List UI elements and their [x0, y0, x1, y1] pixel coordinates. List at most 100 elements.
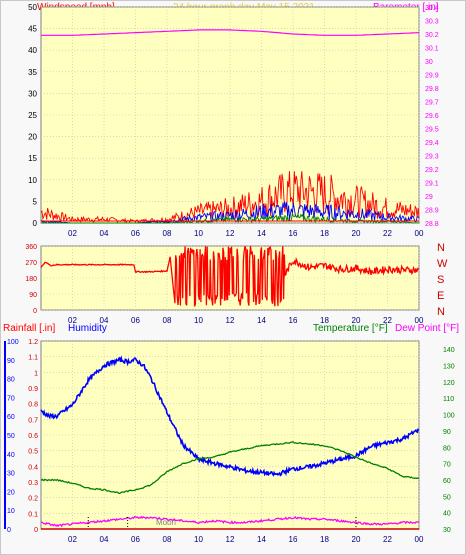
moon-annotation: Moon	[156, 518, 176, 527]
direction-panel-x-tick-label: 06	[131, 316, 140, 325]
barometer-tick-label: 28.9	[425, 208, 439, 215]
compass-direction-label: N	[437, 306, 445, 318]
windspeed-tick-label: 50	[28, 3, 37, 12]
climate-panel-x-tick-label: 08	[163, 535, 172, 544]
wind-panel-x-tick-label: 00	[415, 229, 424, 238]
rainfall-tick-label: 0.8	[28, 402, 38, 409]
temperature-tick-label: 140	[443, 347, 455, 354]
windspeed-tick-label: 20	[28, 133, 37, 142]
temperature-tick-label: 130	[443, 364, 455, 371]
humidity-axis-title: Humidity	[68, 323, 107, 334]
wind-panel-x-tick-label: 14	[257, 229, 266, 238]
wind-low-series-line	[41, 212, 420, 224]
dew-point-series-line	[40, 515, 420, 528]
wind-panel-x-tick-label: 12	[226, 229, 235, 238]
humidity-tick-label: 20	[7, 489, 15, 496]
windspeed-tick-label: 30	[28, 89, 37, 98]
direction-panel-x-tick-label: 02	[68, 316, 77, 325]
rainfall-tick-label: 1.2	[28, 339, 38, 346]
wind-direction-series-line	[40, 246, 419, 307]
barometer-tick-label: 30.1	[425, 46, 439, 53]
direction-panel-x-tick-label: 22	[383, 316, 392, 325]
direction-panel-x-tick-label: 00	[415, 316, 424, 325]
temperature-tick-label: 50	[443, 494, 451, 501]
barometer-tick-label: 29.7	[425, 100, 439, 107]
climate-panel-x-tick-label: 10	[194, 535, 203, 544]
temperature-series-line	[40, 440, 420, 495]
rainfall-tick-label: 0.2	[28, 496, 38, 503]
temperature-tick-label: 100	[443, 413, 455, 420]
direction-panel-x-tick-label: 14	[257, 316, 266, 325]
wind-panel-x-tick-label: 22	[383, 229, 392, 238]
rainfall-tick-label: 0.3	[28, 480, 38, 487]
compass-direction-label: S	[437, 274, 444, 286]
humidity-tick-label: 30	[7, 471, 15, 478]
barometer-tick-label: 29.3	[425, 154, 439, 161]
direction-panel-x-tick-label: 10	[194, 316, 203, 325]
direction-degree-tick-label: 180	[25, 276, 37, 283]
temperature-tick-label: 30	[443, 527, 451, 534]
wind-panel-x-tick-label: 08	[163, 229, 172, 238]
humidity-tick-label: 60	[7, 414, 15, 421]
wind-panel-x-tick-label: 18	[320, 229, 329, 238]
climate-panel-x-tick-label: 04	[100, 535, 109, 544]
barometer-tick-label: 29.1	[425, 181, 439, 188]
humidity-tick-label: 10	[7, 508, 15, 515]
climate-panel-x-tick-label: 12	[226, 535, 235, 544]
windspeed-tick-label: 25	[28, 111, 37, 120]
temperature-axis-title: Temperature [°F]	[313, 323, 388, 334]
climate-panel-x-tick-label: 18	[320, 535, 329, 544]
barometer-tick-label: 29.4	[425, 140, 439, 147]
windspeed-tick-label: 40	[28, 46, 37, 55]
windspeed-tick-label: 0	[33, 219, 38, 228]
rainfall-tick-label: 1.1	[28, 355, 38, 362]
compass-direction-label: N	[437, 242, 445, 254]
direction-panel-x-tick-label: 04	[100, 316, 109, 325]
wind-panel-x-tick-label: 02	[68, 229, 77, 238]
barometer-tick-label: 29.2	[425, 167, 439, 174]
humidity-tick-label: 40	[7, 452, 15, 459]
barometer-tick-label: 30	[425, 59, 433, 66]
compass-direction-label: W	[437, 258, 448, 270]
barometer-tick-label: 30.4	[425, 5, 439, 12]
climate-panel-x-tick-label: 06	[131, 535, 140, 544]
rainfall-tick-label: 0.6	[28, 433, 38, 440]
windspeed-tick-label: 15	[28, 154, 37, 163]
humidity-tick-label: 0	[7, 527, 11, 534]
wind-panel-x-tick-label: 16	[289, 229, 298, 238]
barometer-tick-label: 29.5	[425, 127, 439, 134]
rainfall-tick-label: 0	[34, 527, 38, 534]
direction-degree-tick-label: 360	[25, 244, 37, 251]
barometer-tick-label: 29.8	[425, 86, 439, 93]
wind-panel-x-tick-label: 06	[131, 229, 140, 238]
barometer-tick-label: 29	[425, 194, 433, 201]
temperature-tick-label: 70	[443, 462, 451, 469]
direction-panel-x-tick-label: 08	[163, 316, 172, 325]
barometer-tick-label: 29.6	[425, 113, 439, 120]
compass-direction-label: E	[437, 290, 444, 302]
climate-panel-x-tick-label: 00	[415, 535, 424, 544]
humidity-tick-label: 70	[7, 395, 15, 402]
direction-panel-x-tick-label: 18	[320, 316, 329, 325]
temperature-tick-label: 60	[443, 478, 451, 485]
climate-panel-x-tick-label: 20	[352, 535, 361, 544]
temperature-tick-label: 90	[443, 429, 451, 436]
humidity-tick-label: 50	[7, 433, 15, 440]
humidity-tick-label: 90	[7, 358, 15, 365]
direction-degree-tick-label: 0	[33, 308, 37, 315]
rainfall-axis-title: Rainfall [.in]	[3, 323, 55, 334]
climate-panel-x-tick-label: 22	[383, 535, 392, 544]
windspeed-tick-label: 35	[28, 68, 37, 77]
direction-panel-x-tick-label: 20	[352, 316, 361, 325]
rainfall-tick-label: 0.1	[28, 511, 38, 518]
temperature-tick-label: 120	[443, 380, 455, 387]
direction-degree-tick-label: 270	[25, 260, 37, 267]
rainfall-tick-label: 0.5	[28, 449, 38, 456]
climate-panel-x-tick-label: 02	[68, 535, 77, 544]
rainfall-tick-label: 0.9	[28, 386, 38, 393]
rainfall-tick-label: 1	[34, 370, 38, 377]
temperature-tick-label: 80	[443, 445, 451, 452]
wind-panel-x-tick-label: 10	[194, 229, 203, 238]
wind-panel-x-tick-label: 20	[352, 229, 361, 238]
